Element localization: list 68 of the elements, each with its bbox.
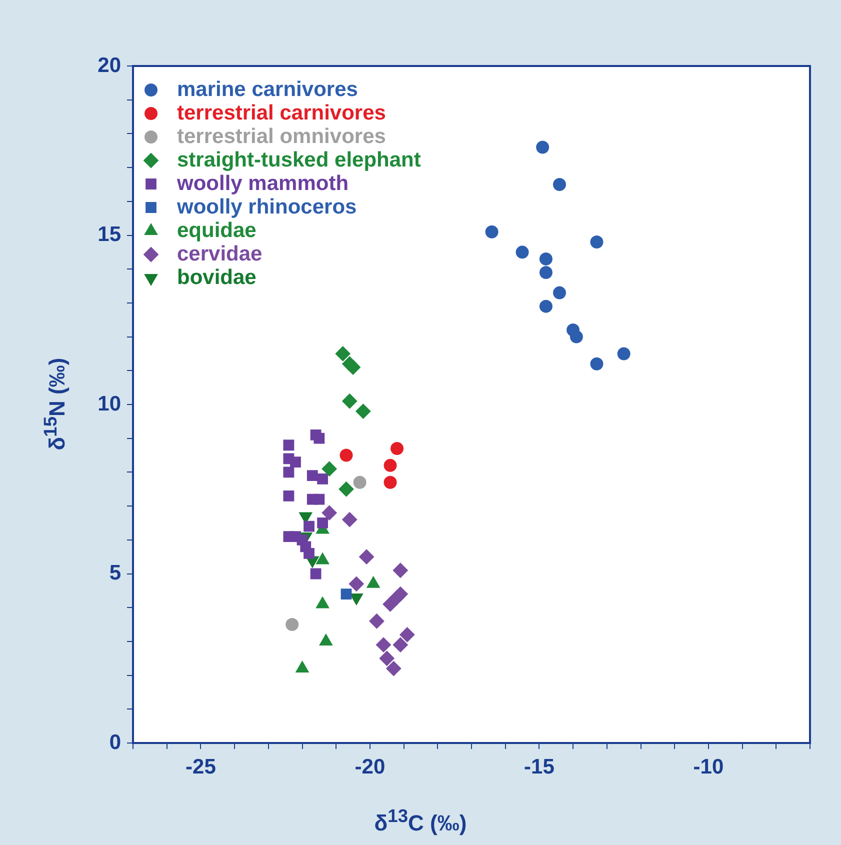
point <box>340 448 353 462</box>
y-tick-label: 15 <box>98 223 122 246</box>
legend-label: equidae <box>177 218 256 242</box>
point <box>590 357 604 370</box>
point <box>304 548 314 559</box>
point <box>356 404 371 419</box>
point <box>286 618 299 632</box>
point <box>485 225 498 238</box>
point <box>392 586 408 602</box>
point <box>386 661 402 676</box>
x-tick-label: -10 <box>693 755 724 778</box>
legend-label: woolly mammoth <box>176 172 349 195</box>
point <box>317 518 328 528</box>
point <box>314 494 325 505</box>
point <box>340 588 352 600</box>
point <box>570 330 583 344</box>
point <box>536 140 550 154</box>
point <box>283 490 294 502</box>
point <box>539 300 552 313</box>
point <box>317 474 328 484</box>
point <box>348 576 364 592</box>
point <box>392 562 408 578</box>
point <box>322 461 337 476</box>
point <box>283 440 294 451</box>
point <box>539 266 552 279</box>
point <box>338 482 354 497</box>
y-tick-label: 10 <box>98 392 121 416</box>
legend-label: straight-tusked elephant <box>177 148 421 172</box>
legend-label: marine carnivores <box>177 78 358 101</box>
point <box>304 520 314 532</box>
point <box>369 614 384 629</box>
y-tick-label: 0 <box>109 730 121 754</box>
point <box>617 347 630 360</box>
point <box>553 178 566 191</box>
x-tick-label: -25 <box>186 755 216 778</box>
point <box>346 360 361 375</box>
point <box>342 512 358 528</box>
point <box>353 476 366 489</box>
y-tick-label: 5 <box>109 562 122 585</box>
point <box>553 286 566 300</box>
point <box>390 442 404 456</box>
point <box>539 252 552 266</box>
x-tick-label: -15 <box>524 755 555 778</box>
point <box>306 470 318 482</box>
point <box>384 458 397 472</box>
point <box>314 432 325 444</box>
point <box>384 476 397 489</box>
y-tick-label: 20 <box>98 54 121 77</box>
point <box>310 568 322 580</box>
legend-label: woolly rhinoceros <box>176 195 357 218</box>
legend-label: terrestrial omnivores <box>177 124 386 148</box>
point <box>392 637 408 652</box>
x-axis-title: δ$^{13}$C (‰) <box>373 805 468 836</box>
point <box>335 346 350 362</box>
point <box>283 466 294 478</box>
point <box>376 637 391 652</box>
point <box>359 549 374 564</box>
point <box>322 505 337 520</box>
point <box>590 236 604 249</box>
legend-label: bovidae <box>177 266 256 289</box>
point <box>400 627 415 642</box>
point <box>342 394 358 409</box>
legend-label: terrestrial carnivores <box>177 101 386 124</box>
point <box>516 246 529 259</box>
legend-label: cervidae <box>177 242 262 266</box>
point <box>379 650 394 666</box>
x-tick-label: -20 <box>354 755 386 778</box>
point <box>290 456 301 468</box>
